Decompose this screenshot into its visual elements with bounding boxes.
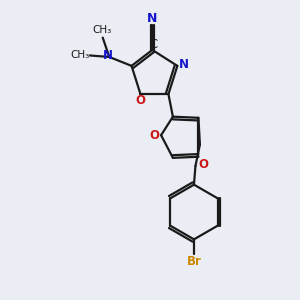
Text: N: N [103,49,113,62]
Text: N: N [179,58,189,71]
Text: O: O [198,158,208,171]
Text: O: O [135,94,145,107]
Text: N: N [147,12,158,25]
Text: CH₃: CH₃ [92,25,112,35]
Text: Br: Br [187,255,201,268]
Text: O: O [150,129,160,142]
Text: CH₃: CH₃ [71,50,90,60]
Text: C: C [150,38,158,51]
